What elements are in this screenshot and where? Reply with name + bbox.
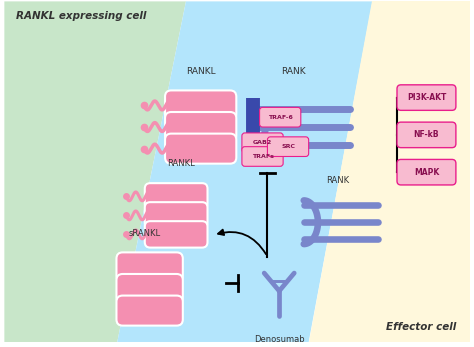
FancyBboxPatch shape: [145, 202, 208, 229]
Text: Denosumab: Denosumab: [254, 335, 304, 344]
Text: PI3K-AKT: PI3K-AKT: [407, 93, 446, 102]
Polygon shape: [309, 1, 470, 342]
Text: NF-kB: NF-kB: [414, 130, 439, 139]
FancyBboxPatch shape: [397, 122, 456, 147]
Text: RANKL: RANKL: [186, 67, 216, 76]
FancyBboxPatch shape: [260, 108, 301, 127]
Text: RANKL expressing cell: RANKL expressing cell: [16, 11, 146, 21]
Text: MAPK: MAPK: [414, 168, 439, 177]
Text: TRAFs: TRAFs: [252, 154, 273, 159]
Text: TRAF-6: TRAF-6: [268, 115, 292, 120]
Text: RANK: RANK: [281, 67, 305, 76]
FancyBboxPatch shape: [165, 91, 237, 120]
Text: RANKL: RANKL: [167, 159, 195, 168]
FancyBboxPatch shape: [267, 137, 309, 156]
Text: RANK: RANK: [327, 176, 350, 185]
FancyBboxPatch shape: [165, 112, 237, 142]
FancyBboxPatch shape: [242, 147, 283, 166]
FancyBboxPatch shape: [145, 183, 208, 210]
Text: sRANKL: sRANKL: [128, 229, 161, 238]
FancyBboxPatch shape: [117, 274, 183, 304]
FancyBboxPatch shape: [117, 252, 183, 282]
Polygon shape: [4, 1, 186, 342]
Text: Effector cell: Effector cell: [386, 322, 456, 332]
FancyBboxPatch shape: [145, 221, 208, 248]
FancyBboxPatch shape: [397, 85, 456, 110]
FancyBboxPatch shape: [117, 296, 183, 325]
FancyBboxPatch shape: [242, 133, 283, 153]
FancyBboxPatch shape: [397, 159, 456, 185]
FancyBboxPatch shape: [165, 134, 237, 164]
Polygon shape: [117, 1, 373, 342]
Text: SRC: SRC: [281, 144, 295, 149]
Text: GAB2: GAB2: [253, 140, 272, 145]
